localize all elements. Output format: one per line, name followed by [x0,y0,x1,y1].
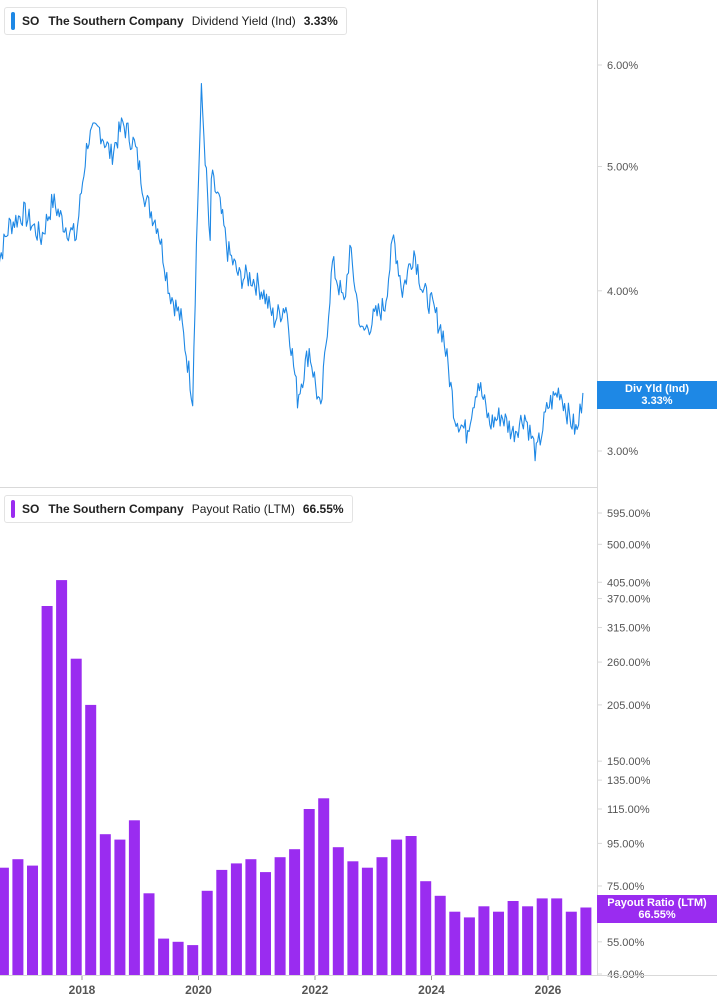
tag-label: Div Yld (Ind) [625,383,689,395]
y-tick-label: 405.00% [607,577,651,589]
x-tick-label: 2018 [69,983,96,997]
metric-value: 3.33% [303,14,338,28]
payout-ratio-bar [12,859,24,975]
company-name: The Southern Company [48,502,184,516]
y-tick-label: 5.00% [607,162,638,174]
payout-ratio-bar [245,859,257,975]
payout-ratio-bar [565,911,577,975]
company-name: The Southern Company [48,14,184,28]
payout-ratio-bar [201,890,213,975]
x-axis: 2018 2020 2022 2024 2026 [69,975,562,997]
tag-value: 66.55% [638,909,676,921]
metric-name: Payout Ratio (LTM) [191,502,295,516]
payout-ratio-bar [551,898,563,975]
y-tick-label: 150.00% [607,756,651,768]
payout-ratio-legend[interactable]: SO The Southern Company Payout Ratio (LT… [4,495,353,523]
payout-ratio-bar [289,849,301,975]
y-tick-label: 135.00% [607,775,651,787]
payout-ratio-bar [332,847,344,975]
payout-ratio-bar [274,857,286,975]
payout-ratio-bar [376,857,388,975]
ticker-symbol: SO [22,14,40,28]
payout-ratio-bar [99,834,111,975]
payout-ratio-bar [347,861,359,975]
y-tick-label: 95.00% [607,838,645,850]
dividend-yield-series-line [0,82,584,462]
payout-ratio-bar [187,945,199,975]
dividend-yield-legend[interactable]: SO The Southern Company Dividend Yield (… [4,7,347,35]
payout-ratio-bar [361,867,373,975]
metric-value: 66.55% [302,502,344,516]
tag-label: Payout Ratio (LTM) [607,897,707,909]
y-tick-label: 75.00% [607,881,645,893]
payout-ratio-bar [318,798,330,975]
payout-ratio-bar [56,580,68,975]
x-tick-label: 2020 [185,983,212,997]
payout-ratio-bar [449,911,461,975]
tag-value: 3.33% [641,395,673,407]
payout-ratio-bar [216,869,228,975]
payout-ratio-bar [128,820,140,975]
payout-ratio-bar [143,893,155,975]
ticker-symbol: SO [22,502,40,516]
payout-ratio-bar [420,881,432,975]
x-tick-label: 2022 [302,983,329,997]
y-tick-label: 3.00% [607,446,638,458]
payout-ratio-bar [70,658,82,975]
y-tick-label: 260.00% [607,657,651,669]
payout-ratio-bar [158,938,170,975]
payout-ratio-bar [580,907,592,975]
payout-ratio-bar [260,872,271,975]
y-tick-label: 4.00% [607,286,638,298]
payout-ratio-bar [507,901,519,975]
dividend-yield-current-tag: Div Yld (Ind) 3.33% [597,381,717,409]
payout-ratio-bar [41,606,53,975]
y-tick-label: 205.00% [607,700,651,712]
payout-ratio-panel: 595.00% 500.00% 405.00% 370.00% 315.00% 260.0… [0,508,651,981]
series-color-swatch [11,500,15,518]
dividend-yield-panel: 6.00% 5.00% 4.00% 3.00% [0,60,638,462]
payout-ratio-bar [303,809,315,975]
payout-ratio-bar [114,839,126,975]
payout-ratio-bar [463,917,475,975]
series-color-swatch [11,12,15,30]
payout-ratio-bar [405,836,417,975]
x-tick-label: 2024 [418,983,445,997]
y-tick-label: 500.00% [607,539,651,551]
payout-ratio-bar [27,865,38,975]
payout-ratio-bar [536,898,548,975]
payout-ratio-bar [0,867,9,975]
payout-ratio-bar [478,906,490,975]
x-tick-label: 2026 [535,983,562,997]
payout-ratio-bar [172,941,184,975]
payout-ratio-bar [493,911,504,975]
payout-ratio-bar [230,863,242,975]
payout-ratio-current-tag: Payout Ratio (LTM) 66.55% [597,895,717,923]
payout-ratio-bar [85,704,97,975]
y-tick-label: 370.00% [607,594,651,606]
y-tick-label: 55.00% [607,937,645,949]
payout-ratio-bar [391,839,403,975]
metric-name: Dividend Yield (Ind) [191,14,296,28]
y-tick-label: 6.00% [607,60,638,72]
y-tick-label: 595.00% [607,508,651,520]
y-tick-label: 115.00% [607,804,650,816]
payout-ratio-bar [434,895,446,975]
y-tick-label: 315.00% [607,623,651,635]
payout-ratio-bar [522,906,534,975]
